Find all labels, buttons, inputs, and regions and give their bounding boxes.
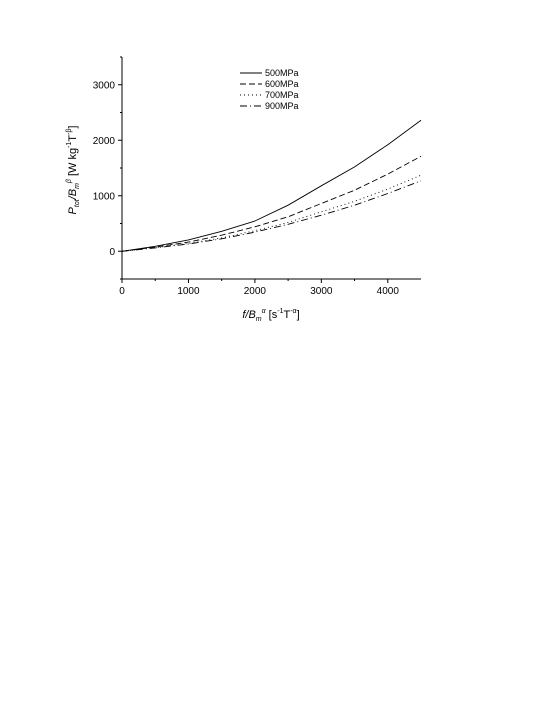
- series-line-700MPa: [121, 174, 422, 252]
- x-label-sup: α: [262, 308, 267, 315]
- legend-label: 600MPa: [265, 79, 299, 89]
- y-label-sub2: m: [74, 183, 81, 189]
- series-line-900MPa: [121, 180, 422, 252]
- x-tick-label: 1000: [177, 286, 200, 297]
- x-tick-label: 4000: [377, 286, 400, 297]
- x-label-units-mid: T: [283, 309, 290, 321]
- plot-area: 0 1000 2000 3000 4000 0 1000 2000 3000 500MPa600M…: [93, 56, 422, 297]
- legend-label: 700MPa: [265, 90, 299, 100]
- legend-label: 900MPa: [265, 101, 299, 111]
- y-label-main: P: [67, 206, 79, 214]
- y-label-sub1: tot: [74, 198, 81, 207]
- y-label-mid: /B: [67, 189, 79, 200]
- y-label-units-sup2: -β: [66, 129, 73, 135]
- x-label-units-end: ]: [297, 309, 300, 321]
- y-label-units-end: ]: [67, 126, 79, 129]
- y-tick-label: 0: [109, 247, 115, 258]
- y-axis-label: Ptot/Bmβ [W kg-1T-β]: [66, 126, 81, 215]
- x-tick-label: 0: [119, 286, 125, 297]
- x-label-units-sup2: -α: [290, 308, 296, 315]
- series-line-500MPa: [121, 119, 422, 252]
- y-label-units-mid: T: [67, 135, 79, 142]
- y-label-units: [W kg: [67, 148, 79, 179]
- x-label-units: [s: [266, 309, 278, 321]
- y-label-sup: β: [66, 179, 73, 184]
- x-label-units-sup1: -1: [277, 308, 283, 315]
- x-tick-label: 3000: [310, 286, 333, 297]
- y-tick-label: 2000: [93, 136, 116, 147]
- y-tick-label: 1000: [93, 191, 116, 202]
- series-line-600MPa: [121, 155, 422, 252]
- x-tick-label: 2000: [244, 286, 267, 297]
- legend-label: 500MPa: [265, 68, 299, 78]
- x-label-main: f/B: [242, 309, 255, 321]
- x-label-sub: m: [256, 316, 262, 323]
- x-axis-label: f/Bmα [s-1T-α]: [242, 308, 299, 323]
- y-tick-label: 3000: [93, 80, 116, 91]
- y-label-units-sup1: -1: [66, 142, 73, 148]
